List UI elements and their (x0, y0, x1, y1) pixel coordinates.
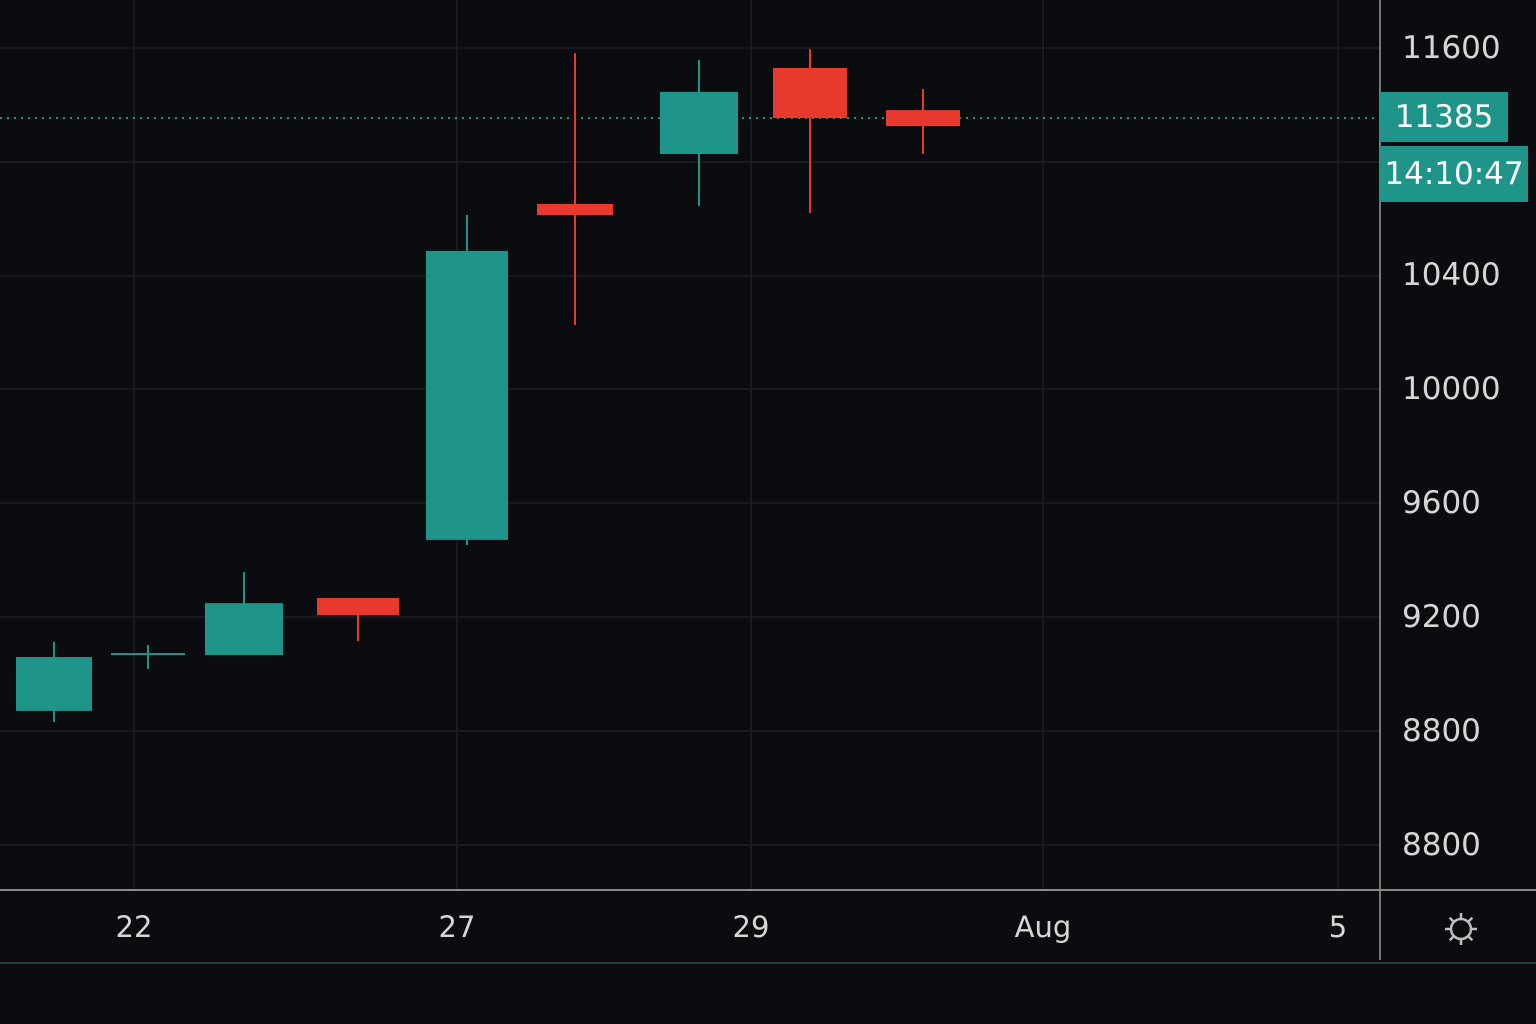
x-tick-label: Aug (1014, 910, 1072, 944)
y-tick-label: 9200 (1402, 599, 1481, 635)
x-tick-label: 29 (732, 910, 770, 944)
y-tick-label: 10000 (1402, 371, 1501, 407)
candle-body-down (537, 203, 613, 216)
candle-body-down (886, 110, 960, 127)
candle-body-down (773, 67, 847, 119)
countdown-badge: 14:10:47 (1380, 146, 1528, 202)
y-tick-label: 8800 (1402, 713, 1481, 749)
candle-body-up (205, 603, 283, 656)
candle-body-up (111, 653, 185, 656)
candle-body-up (660, 91, 738, 155)
y-tick-label: 10400 (1402, 257, 1501, 293)
y-tick-label: 8800 (1402, 827, 1481, 863)
y-tick-label: 9600 (1402, 485, 1481, 521)
x-tick-label: 27 (438, 910, 476, 944)
candle-body-up (16, 657, 92, 711)
candle-body-down (317, 598, 399, 616)
current-price-badge: 11385 (1380, 92, 1508, 142)
x-tick-label: 22 (115, 910, 153, 944)
y-tick-label: 11600 (1402, 30, 1501, 66)
candle-body-up (426, 250, 508, 540)
gear-icon[interactable] (1443, 911, 1479, 947)
x-tick-label: 5 (1328, 910, 1348, 944)
